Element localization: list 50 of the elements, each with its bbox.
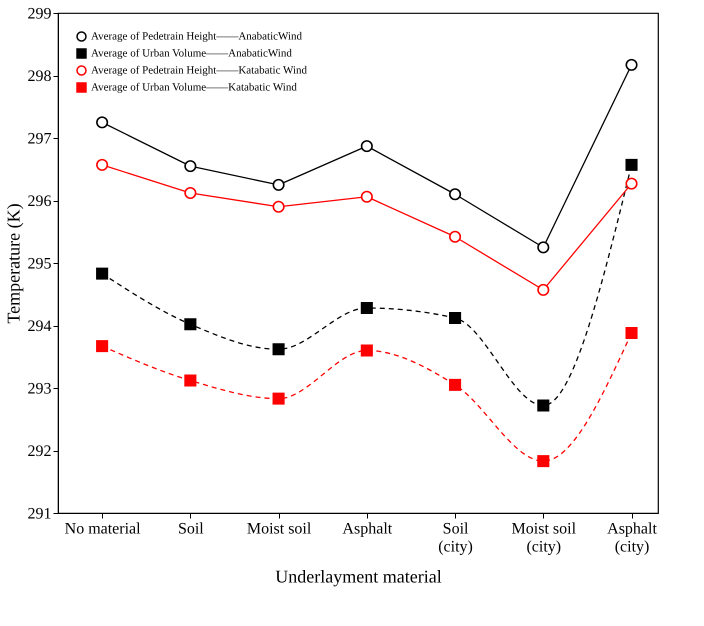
x-tick-label: Asphalt (342, 520, 393, 538)
point (449, 188, 462, 200)
x-tick-label: Soil (city) (438, 520, 473, 556)
legend-label: Average of Urban Volume——Katabatic Wind (91, 82, 298, 94)
point (537, 241, 550, 254)
point (96, 340, 108, 352)
point (360, 302, 373, 314)
point (272, 200, 285, 213)
legend-label: Average of Pedetrain Height——Katabatic Wind (91, 64, 308, 76)
point (272, 178, 285, 191)
legend-label: Average of Pedetrain Height——AnabaticWind (91, 30, 303, 42)
y-tick-label: 293 (28, 380, 52, 398)
point (625, 178, 638, 190)
point (184, 186, 196, 200)
y-tick-label: 292 (28, 443, 52, 460)
y-tick-label: 298 (28, 68, 52, 85)
point (360, 190, 373, 203)
point (537, 399, 550, 412)
point (96, 158, 108, 171)
point (537, 284, 550, 296)
x-tick-label: Asphalt (city) (607, 520, 658, 556)
legend-label: Average of Urban Volume——AnabaticWind (91, 48, 292, 60)
point (625, 58, 638, 71)
x-tick-label: Moist soil (city) (512, 520, 577, 556)
point (537, 455, 550, 468)
x-tick-label: Soil (178, 520, 204, 538)
y-tick-label: 294 (28, 318, 52, 335)
point (184, 318, 196, 330)
point (449, 312, 462, 324)
point (272, 392, 285, 405)
point (184, 160, 196, 172)
x-tick-label: No material (64, 520, 142, 538)
point (96, 268, 108, 280)
point (360, 140, 373, 152)
y-tick-label: 299 (28, 6, 52, 22)
y-tick-label: 291 (28, 506, 52, 522)
x-axis-title: Underlayment material (275, 566, 442, 586)
y-tick-label: 295 (28, 256, 52, 272)
point (625, 326, 638, 340)
point (96, 116, 108, 128)
x-tick-label: Moist soil (246, 520, 312, 538)
point (272, 343, 285, 356)
y-tick-label: 297 (28, 130, 52, 148)
point (449, 230, 462, 243)
point (360, 344, 373, 357)
point (184, 374, 196, 387)
y-axis-title: Temperature (K) (4, 203, 24, 324)
point (625, 158, 638, 171)
point (449, 378, 462, 391)
y-tick-label: 296 (28, 193, 52, 210)
